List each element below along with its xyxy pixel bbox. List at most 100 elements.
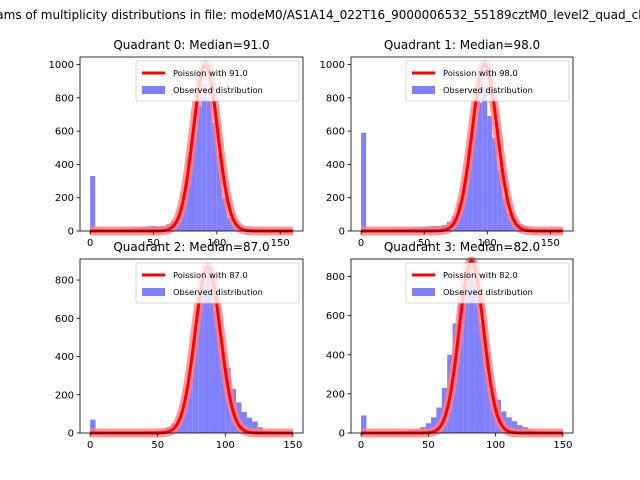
y-tick-label: 400 [326, 160, 345, 171]
histogram-bar [216, 154, 222, 231]
histogram-bar [425, 423, 432, 433]
x-tick-label: 50 [422, 440, 435, 451]
y-tick-label: 0 [339, 227, 345, 238]
legend-line-label: Poission with 91.0 [173, 68, 248, 78]
x-tick-label: 0 [358, 238, 364, 249]
legend-line-label: Poission with 82.0 [443, 270, 518, 280]
x-tick-label: 0 [87, 440, 93, 451]
histogram-bar [226, 217, 233, 231]
legend-line-label: Poission with 98.0 [443, 68, 518, 78]
histogram-bar [492, 137, 498, 231]
histogram-bar [502, 197, 508, 231]
x-tick-label: 100 [207, 238, 226, 249]
legend-bar-swatch [142, 86, 165, 94]
axes-frame [350, 56, 574, 232]
legend-line-label: Poission with 87.0 [173, 270, 248, 280]
histogram-bar [211, 122, 217, 231]
y-tick-label: 800 [55, 93, 74, 104]
y-tick-label: 0 [68, 227, 74, 238]
histogram-bar [361, 415, 367, 433]
x-tick-label: 50 [147, 238, 160, 249]
quadrant-0-panel: 0 50 100 150 0 200 400 600 800 1000 Quadrant 0: Me… [49, 38, 304, 249]
histogram-bar [484, 352, 491, 433]
histogram-bar [191, 134, 197, 231]
x-tick-label: 150 [541, 238, 560, 249]
y-tick-label: 1000 [49, 60, 74, 71]
y-tick-label: 1000 [320, 60, 345, 71]
histogram-bar [497, 169, 503, 231]
histogram-bar [196, 106, 202, 231]
histogram-bar [198, 295, 204, 433]
quadrant-2-panel: 0 50 100 150 0 200 400 600 800 Quadrant 2: Median… [55, 240, 304, 451]
figure-suptitle: Histograms of multiplicity distributions… [0, 8, 640, 22]
legend-bar-swatch [412, 86, 435, 94]
legend-bar-label: Observed distribution [443, 85, 533, 95]
legend-bar-label: Observed distribution [443, 287, 533, 297]
y-tick-label: 400 [55, 160, 74, 171]
axes-frame [350, 258, 574, 434]
y-tick-label: 600 [326, 311, 345, 322]
histogram-bar [506, 417, 512, 433]
y-tick-label: 600 [55, 314, 74, 325]
histogram-bar [192, 333, 199, 433]
quadrant-title: Quadrant 3: Median=82.0 [384, 240, 540, 254]
y-tick-label: 200 [326, 389, 345, 400]
y-tick-label: 600 [326, 127, 345, 138]
legend-box [135, 262, 300, 304]
quadrant-title: Quadrant 0: Median=91.0 [113, 38, 269, 52]
y-tick-label: 200 [55, 390, 74, 401]
histogram-bar [241, 411, 247, 433]
histogram-bar [214, 310, 220, 433]
y-tick-label: 400 [326, 350, 345, 361]
histogram-bar [431, 417, 437, 433]
quadrant-title: Quadrant 1: Median=98.0 [384, 38, 540, 52]
x-tick-label: 150 [283, 440, 302, 451]
histogram-bar [201, 84, 207, 231]
x-tick-label: 100 [486, 440, 505, 451]
histogram-bar [511, 421, 518, 433]
histogram-bar [477, 102, 483, 231]
axes-frame [79, 258, 304, 434]
legend-box [135, 60, 300, 102]
x-tick-label: 100 [478, 238, 497, 249]
quadrant-title: Quadrant 2: Median=87.0 [113, 240, 269, 254]
histogram-bar [90, 419, 96, 433]
histogram-bar [361, 132, 367, 231]
histogram-bar [457, 296, 464, 433]
x-tick-label: 150 [553, 440, 572, 451]
histogram-bar [479, 323, 485, 433]
histogram-bar [472, 124, 478, 231]
histogram-bar [90, 176, 96, 231]
histogram-bar [463, 272, 469, 433]
quadrant-1-panel: 0 50 100 150 0 200 400 600 800 1000 Quadrant 1: Me… [320, 38, 574, 249]
legend-bar-label: Observed distribution [173, 287, 263, 297]
legend-bar-swatch [142, 288, 165, 296]
histogram-bar [219, 352, 226, 433]
y-tick-label: 200 [55, 193, 74, 204]
x-tick-label: 150 [271, 238, 290, 249]
histogram-bar [209, 274, 215, 433]
quadrant-3-panel: 0 50 100 150 0 200 400 600 800 Quadrant 3: Median… [326, 240, 574, 451]
histogram-bar [203, 268, 210, 433]
histogram-bar [186, 159, 192, 231]
legend-bar-swatch [412, 288, 435, 296]
y-tick-label: 600 [55, 127, 74, 138]
y-tick-label: 800 [326, 272, 345, 283]
legend-bar-label: Observed distribution [173, 85, 263, 95]
axes-frame [79, 56, 304, 232]
histogram-bar [221, 197, 227, 231]
histogram-bar [246, 417, 253, 433]
histogram-bar [474, 284, 480, 433]
histogram-bar [206, 97, 212, 232]
y-tick-label: 800 [326, 93, 345, 104]
x-tick-label: 100 [216, 440, 235, 451]
histogram-bar [468, 262, 475, 433]
y-tick-label: 0 [339, 429, 345, 440]
x-tick-label: 0 [87, 238, 93, 249]
x-tick-label: 0 [358, 440, 364, 451]
histogram-bar [467, 147, 473, 231]
histogram-bar [252, 421, 258, 433]
x-tick-label: 50 [151, 440, 164, 451]
y-tick-label: 200 [326, 193, 345, 204]
